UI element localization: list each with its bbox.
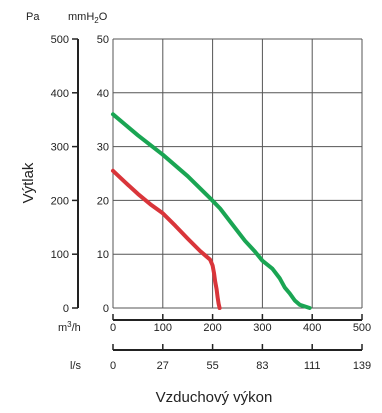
- x-primary-tick-label: 200: [203, 322, 221, 334]
- x-secondary-tick-label: 111: [304, 360, 321, 372]
- mmh2o-tick-label: 20: [97, 195, 109, 207]
- x-primary-unit-tail: /h: [72, 322, 81, 334]
- x-axis-title: Vzduchový výkon: [156, 389, 273, 406]
- x-primary-tick-label: 100: [154, 322, 172, 334]
- x-primary-tick-label: 300: [253, 322, 271, 334]
- mmh2o-tick-label: 40: [97, 88, 109, 100]
- left-axis: 0 100 200 300 400 500: [51, 34, 79, 315]
- x-primary-unit: m3/h: [58, 320, 81, 334]
- right-axis-unit-main: mmH: [68, 11, 94, 23]
- right-axis-unit-tail: O: [99, 11, 108, 23]
- x-secondary-unit: l/s: [70, 360, 82, 372]
- mmh2o-tick-label: 30: [97, 142, 109, 154]
- left-axis-unit: Pa: [26, 11, 40, 23]
- left-axis-tick-label: 400: [51, 88, 69, 100]
- right-axis-unit-sub: 2: [94, 16, 99, 25]
- left-axis-tick-label: 100: [51, 249, 69, 261]
- plot-grid: [112, 38, 363, 309]
- left-axis-tick-label: 500: [51, 34, 69, 46]
- x-primary-unit-sup: 3: [67, 320, 72, 329]
- x-secondary-tick-label: 83: [256, 360, 268, 372]
- mmh2o-tick-label: 0: [103, 303, 109, 315]
- x-secondary-tick-label: 139: [353, 360, 371, 372]
- x-secondary-tick-label: 27: [157, 360, 169, 372]
- x-axis-secondary: 0 27 55 83 111 139: [110, 344, 371, 372]
- mmh2o-tick-label: 50: [97, 34, 109, 46]
- mmh2o-tick-label: 10: [97, 249, 109, 261]
- left-axis-tick-label: 200: [51, 195, 69, 207]
- data-curves: [111, 112, 312, 310]
- left-axis-tick-label: 0: [63, 303, 69, 315]
- x-primary-tick-label: 400: [303, 322, 321, 334]
- x-primary-tick-label: 500: [353, 322, 371, 334]
- green-performance-curve: [111, 112, 312, 310]
- x-secondary-tick-label: 0: [110, 360, 116, 372]
- x-primary-unit-main: m: [58, 322, 67, 334]
- x-primary-tick-label: 0: [110, 322, 116, 334]
- y-axis-title: Výtlak: [20, 162, 37, 203]
- x-axis-primary: 0 100 200 300 400 500: [110, 314, 371, 334]
- right-axis-unit: mmH2O: [68, 11, 108, 25]
- red-performance-curve: [111, 168, 222, 310]
- left-axis-tick-label: 300: [51, 142, 69, 154]
- right-axis: 0 10 20 30 40 50: [97, 34, 109, 315]
- x-secondary-tick-label: 55: [206, 360, 218, 372]
